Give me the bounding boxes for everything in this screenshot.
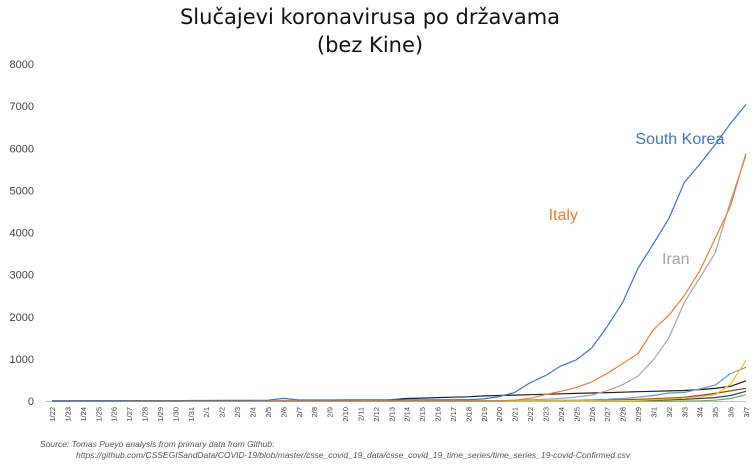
y-tick-label: 4000 xyxy=(10,228,34,240)
y-tick-label: 3000 xyxy=(10,270,34,282)
y-tick-label: 7000 xyxy=(10,101,34,113)
x-tick-label: 2/12 xyxy=(372,407,381,422)
x-tick-label: 3/6 xyxy=(727,407,736,417)
x-tick-label: 2/5 xyxy=(264,407,273,417)
y-axis: 0 1000 2000 3000 4000 5000 6000 7000 8000 xyxy=(10,59,34,408)
x-tick-label: 3/1 xyxy=(649,407,658,417)
x-tick-label: 2/8 xyxy=(310,407,319,417)
x-tick-label: 1/25 xyxy=(94,407,103,422)
y-tick-label: 2000 xyxy=(10,312,34,324)
x-tick-label: 1/29 xyxy=(156,407,165,422)
x-tick-label: 1/31 xyxy=(187,407,196,422)
annotation-label: South Korea xyxy=(635,131,724,148)
x-axis: 1/22 1/23 1/24 1/25 1/26 1/27 1/28 1/29 1/30 1/31… xyxy=(46,401,751,422)
x-tick-label: 2/4 xyxy=(248,407,257,417)
x-tick-label: 2/13 xyxy=(387,407,396,422)
x-tick-label: 1/30 xyxy=(171,407,180,422)
x-tick-label: 1/27 xyxy=(125,407,134,422)
x-tick-label: 2/2 xyxy=(218,407,227,417)
source-line-1: Source: Tomas Pueyo analysis from primar… xyxy=(40,439,275,449)
x-tick-label: 2/16 xyxy=(434,407,443,422)
x-tick-label: 2/26 xyxy=(588,407,597,422)
annotations-group: South Korea Italy Iran xyxy=(549,131,725,268)
x-tick-label: 2/17 xyxy=(449,407,458,422)
chart-title-line-1: Slučajevi koronavirusa po državama xyxy=(180,5,560,29)
x-tick-label: 2/15 xyxy=(418,407,427,422)
x-tick-label: 1/24 xyxy=(79,407,88,422)
x-tick-label: 2/24 xyxy=(557,407,566,422)
series-group xyxy=(52,104,747,402)
x-tick-label: 1/22 xyxy=(48,407,57,422)
x-tick-label: 2/18 xyxy=(464,407,473,422)
x-tick-label: 3/5 xyxy=(711,407,720,417)
x-tick-label: 3/2 xyxy=(665,407,674,417)
x-tick-label: 2/25 xyxy=(572,407,581,422)
x-tick-label: 2/29 xyxy=(634,407,643,422)
source-line-2: https://github.com/CSSEGISandData/COVID-… xyxy=(76,450,631,460)
x-tick-label: 1/28 xyxy=(141,407,150,422)
x-tick-label: 2/10 xyxy=(341,407,350,422)
y-tick-label: 6000 xyxy=(10,143,34,155)
series-line xyxy=(52,380,747,402)
series-line xyxy=(52,153,747,402)
chart-title-line-2: (bez Kine) xyxy=(317,33,423,57)
x-tick-label: 2/14 xyxy=(403,407,412,422)
y-tick-label: 1000 xyxy=(10,354,34,366)
x-tick-label: 1/26 xyxy=(110,407,119,422)
x-tick-label: 2/23 xyxy=(542,407,551,422)
x-tick-label: 3/3 xyxy=(680,407,689,417)
x-tick-label: 1/23 xyxy=(63,407,72,422)
x-tick-label: 2/6 xyxy=(279,407,288,417)
x-tick-label: 3/4 xyxy=(696,407,705,417)
x-tick-label: 2/20 xyxy=(495,407,504,422)
x-tick-label: 2/28 xyxy=(619,407,628,422)
y-tick-label: 0 xyxy=(28,396,34,408)
x-tick-label: 2/19 xyxy=(480,407,489,422)
x-tick-label: 2/27 xyxy=(603,407,612,422)
series-line xyxy=(52,360,747,402)
x-tick-label: 2/7 xyxy=(295,407,304,417)
x-tick-label: 3/7 xyxy=(742,407,751,417)
x-tick-label: 2/9 xyxy=(326,407,335,417)
series-line xyxy=(52,155,747,402)
annotation-label: Iran xyxy=(662,251,690,268)
x-tick-label: 2/22 xyxy=(526,407,535,422)
x-tick-label: 2/3 xyxy=(233,407,242,417)
y-tick-label: 5000 xyxy=(10,185,34,197)
annotation-label: Italy xyxy=(549,207,578,224)
y-tick-label: 8000 xyxy=(10,59,34,71)
series-line xyxy=(52,104,747,402)
x-tick-label: 2/1 xyxy=(202,407,211,417)
x-tick-label: 2/11 xyxy=(356,407,365,421)
x-tick-label: 2/21 xyxy=(511,407,520,422)
